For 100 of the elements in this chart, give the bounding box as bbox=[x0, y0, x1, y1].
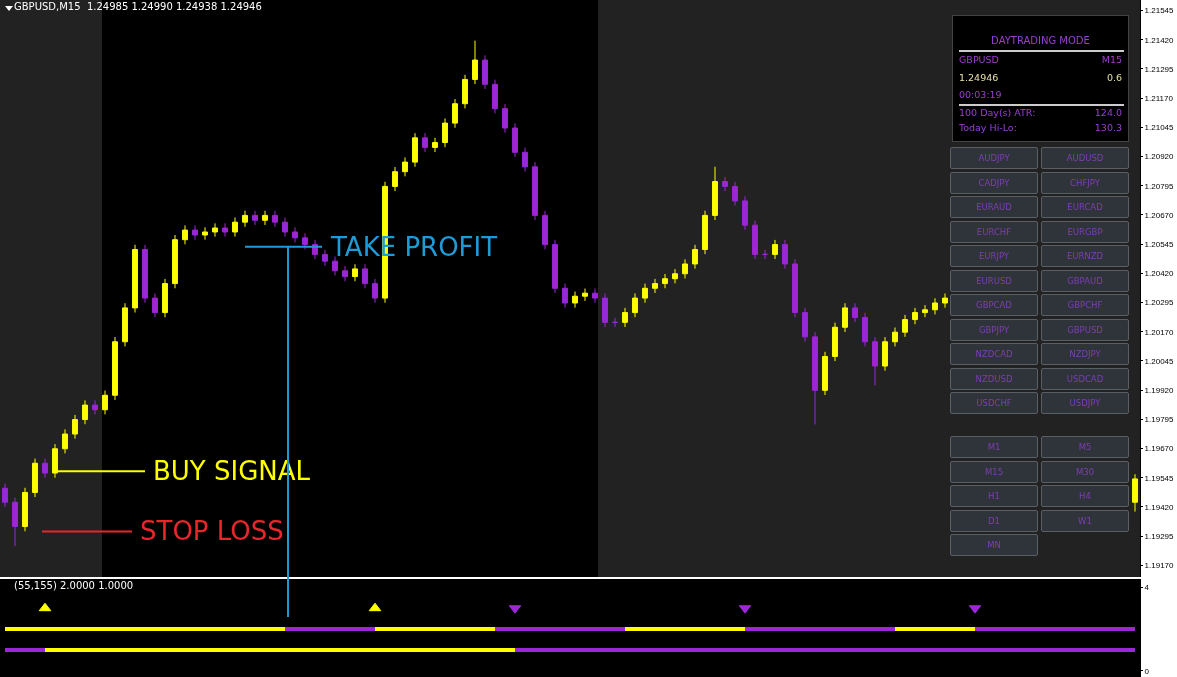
annotation: AUDUSD bbox=[1041, 147, 1129, 169]
candlestick bbox=[942, 292, 948, 309]
candlestick bbox=[782, 239, 788, 270]
candlestick bbox=[1132, 473, 1138, 513]
candlestick bbox=[22, 487, 28, 532]
candlestick bbox=[432, 137, 438, 153]
y-tick-label: 4 bbox=[1144, 583, 1150, 593]
candlestick bbox=[32, 458, 38, 498]
annotation: H4 bbox=[1041, 485, 1129, 507]
annotation: GBPCHF bbox=[1041, 294, 1129, 316]
candlestick bbox=[442, 117, 448, 148]
candlestick bbox=[392, 166, 398, 192]
y-tick-label: 1.20045 bbox=[1144, 356, 1175, 366]
candlestick bbox=[532, 161, 538, 221]
candlestick bbox=[222, 222, 228, 238]
annotation: GBPAUD bbox=[1041, 269, 1129, 292]
candlestick bbox=[112, 336, 118, 401]
annotation: DAYTRADING MODE bbox=[990, 35, 1091, 46]
y-tick-label: 1.20670 bbox=[1144, 210, 1175, 220]
annotation: NZDCAD bbox=[950, 343, 1038, 365]
candlestick bbox=[752, 220, 758, 260]
annotation: M15 bbox=[950, 460, 1038, 483]
y-tick-label: 1.21045 bbox=[1144, 123, 1175, 133]
candlestick bbox=[622, 307, 628, 328]
candlestick bbox=[302, 232, 308, 250]
annotation: USDCHF bbox=[950, 392, 1038, 414]
annotation: GBPCAD bbox=[950, 294, 1038, 316]
y-tick-label: 1.19795 bbox=[1144, 415, 1175, 425]
candlestick bbox=[352, 263, 358, 282]
candlestick bbox=[762, 249, 768, 260]
candlestick bbox=[862, 312, 868, 347]
candlestick bbox=[662, 273, 668, 289]
annotation: W1 bbox=[1041, 509, 1129, 532]
candlestick bbox=[212, 222, 218, 238]
candlestick bbox=[262, 210, 268, 226]
annotation: USDCAD bbox=[1041, 367, 1129, 390]
candlestick bbox=[612, 317, 618, 328]
candlestick bbox=[872, 336, 878, 386]
candlestick bbox=[702, 210, 708, 255]
annotation: M30 bbox=[1041, 460, 1129, 483]
candlestick bbox=[842, 302, 848, 333]
annotation: GBPUSD bbox=[959, 54, 999, 65]
annotation: AUDJPY bbox=[950, 147, 1038, 169]
y-tick-label: 1.20795 bbox=[1144, 181, 1175, 191]
annotation: M15 bbox=[1101, 54, 1122, 65]
y-tick-label: 1.21295 bbox=[1144, 64, 1175, 74]
annotation: NZDJPY bbox=[1041, 343, 1129, 365]
annotation: EURNZD bbox=[1041, 245, 1129, 267]
candlestick bbox=[682, 258, 688, 279]
candlestick bbox=[272, 210, 278, 228]
annotation: 124.0 bbox=[1094, 107, 1122, 118]
y-tick-label: 1.19670 bbox=[1144, 444, 1175, 454]
candlestick bbox=[712, 166, 718, 221]
annotation: EURGBP bbox=[1041, 220, 1129, 243]
candlestick bbox=[72, 414, 78, 440]
candlestick bbox=[522, 147, 528, 172]
y-tick-label: 0 bbox=[1144, 666, 1150, 676]
candlestick bbox=[452, 98, 458, 129]
candlestick bbox=[372, 278, 378, 304]
y-tick-label: 1.20920 bbox=[1144, 152, 1175, 162]
candlestick bbox=[422, 132, 428, 153]
candlestick bbox=[232, 216, 238, 238]
annotation: 00:03:19 bbox=[959, 89, 1002, 100]
ref-line-label: STOP LOSS bbox=[140, 516, 284, 546]
candlestick bbox=[772, 239, 778, 260]
candlestick bbox=[542, 210, 548, 250]
candlestick bbox=[152, 292, 158, 318]
candlestick bbox=[322, 249, 328, 267]
annotation: H1 bbox=[950, 485, 1038, 507]
candlestick bbox=[102, 390, 108, 415]
candlestick bbox=[12, 497, 18, 547]
candlestick bbox=[242, 210, 248, 228]
candlestick bbox=[172, 234, 178, 289]
candlestick bbox=[912, 307, 918, 325]
candlestick bbox=[142, 244, 148, 304]
candlestick bbox=[932, 297, 938, 315]
annotation: EURJPY bbox=[950, 245, 1038, 267]
candlestick bbox=[62, 428, 68, 454]
annotation: 130.3 bbox=[1094, 122, 1122, 133]
y-tick-label: 1.21420 bbox=[1144, 35, 1175, 45]
annotation: M1 bbox=[950, 436, 1038, 458]
candlestick bbox=[122, 302, 128, 347]
annotation: 1.24946 bbox=[959, 72, 999, 83]
annotation: CADJPY bbox=[950, 171, 1038, 194]
candlestick bbox=[602, 292, 608, 328]
candlestick bbox=[892, 327, 898, 347]
chart-title: (55,155) 2.0000 1.0000 bbox=[14, 580, 134, 591]
y-tick-label: 1.20295 bbox=[1144, 298, 1175, 308]
candlestick bbox=[42, 458, 48, 479]
candlestick bbox=[2, 483, 8, 508]
chart-title: GBPUSD,M15 1.24985 1.24990 1.24938 1.24946 bbox=[14, 1, 262, 12]
candlestick bbox=[162, 278, 168, 318]
y-tick-label: 1.20420 bbox=[1144, 269, 1175, 279]
annotation: CHFJPY bbox=[1041, 171, 1129, 194]
candlestick bbox=[692, 244, 698, 270]
annotation: EURCAD bbox=[1041, 196, 1129, 218]
candlestick bbox=[462, 74, 468, 109]
y-tick-label: 1.19420 bbox=[1144, 502, 1175, 512]
candlestick bbox=[822, 351, 828, 396]
annotation: GBPJPY bbox=[950, 318, 1038, 341]
